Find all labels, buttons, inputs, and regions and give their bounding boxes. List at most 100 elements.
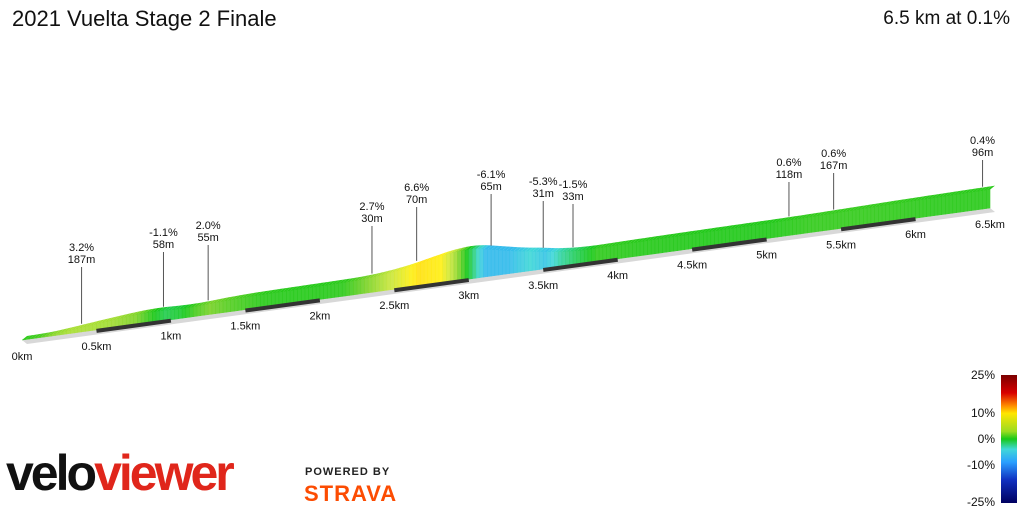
- profile-top-segment: [345, 277, 355, 283]
- profile-segment: [844, 210, 849, 229]
- profile-segment: [568, 250, 574, 266]
- profile-segment: [624, 243, 630, 259]
- profile-segment: [259, 294, 265, 308]
- profile-top-segment: [546, 247, 556, 253]
- profile-segment: [252, 295, 257, 309]
- profile-top-segment: [252, 291, 262, 297]
- profile-segment: [479, 248, 484, 278]
- profile-top-segment: [494, 245, 504, 251]
- profile-top-segment: [375, 271, 385, 277]
- profile-segment: [784, 220, 790, 237]
- logo-viewer-text: viewer: [94, 445, 235, 501]
- profile-segment: [863, 207, 868, 226]
- profile-top-segment: [141, 309, 150, 315]
- profile-top-segment: [40, 332, 50, 337]
- x-tick-label: 3km: [458, 290, 479, 302]
- profile-segment: [762, 223, 767, 240]
- profile-segment: [904, 201, 909, 221]
- annotation-grade: 6.6%: [404, 182, 429, 194]
- profile-segment: [494, 249, 499, 276]
- profile-top-segment: [833, 208, 843, 214]
- profile-top-segment: [878, 201, 888, 207]
- profile-segment: [271, 292, 276, 307]
- profile-segment: [341, 282, 347, 297]
- profile-segment: [952, 194, 957, 214]
- profile-top-segment: [468, 245, 478, 250]
- annotation-grade: 0.6%: [776, 157, 801, 169]
- profile-top-segment: [937, 192, 947, 198]
- annotation-grade: 2.7%: [359, 201, 384, 213]
- profile-segment: [293, 289, 298, 304]
- profile-top-segment: [796, 214, 806, 220]
- profile-top-segment: [956, 190, 966, 195]
- profile-top-segment: [625, 239, 634, 245]
- distance-band: [394, 278, 470, 293]
- profile-top-segment: [286, 286, 296, 292]
- gradient-color-scale: [1001, 375, 1017, 503]
- profile-top-segment: [680, 231, 690, 236]
- profile-segment: [945, 195, 950, 215]
- profile-top-segment: [96, 319, 106, 325]
- profile-top-segment: [111, 315, 121, 321]
- profile-top-segment: [729, 224, 739, 230]
- profile-top-segment: [342, 278, 351, 284]
- profile-segment: [137, 313, 142, 325]
- profile-top-segment: [137, 310, 147, 315]
- profile-top-segment: [621, 240, 631, 245]
- profile-top-segment: [438, 251, 448, 258]
- profile-top-segment: [297, 285, 307, 290]
- profile-segment: [796, 218, 801, 235]
- profile-top-segment: [539, 247, 549, 252]
- profile-top-segment: [59, 328, 68, 334]
- profile-segment: [755, 224, 760, 241]
- profile-top-segment: [226, 296, 236, 301]
- profile-segment: [129, 315, 134, 326]
- profile-top-segment: [963, 188, 973, 194]
- profile-top-segment: [736, 223, 746, 228]
- profile-top-segment: [848, 206, 858, 212]
- profile-segment: [286, 290, 291, 305]
- profile-segment: [364, 278, 369, 294]
- veloviewer-logo: veloviewer: [6, 445, 235, 501]
- profile-segment: [810, 216, 816, 233]
- profile-top-segment: [774, 218, 783, 223]
- profile-top-segment: [837, 208, 847, 213]
- profile-top-segment: [509, 247, 519, 252]
- profile-top-segment: [748, 221, 757, 227]
- profile-segment: [833, 212, 838, 230]
- profile-segment: [207, 303, 213, 315]
- profile-top-segment: [401, 264, 411, 270]
- profile-top-segment: [647, 236, 657, 241]
- profile-segment: [326, 284, 332, 299]
- profile-segment: [386, 272, 391, 291]
- annotation-distance: 55m: [197, 232, 218, 244]
- profile-top-segment: [398, 265, 407, 271]
- profile-segment: [241, 297, 246, 311]
- profile-segment: [982, 189, 987, 210]
- profile-segment: [892, 203, 898, 222]
- annotation-distance: 65m: [480, 181, 501, 193]
- profile-segment: [870, 206, 875, 225]
- gradient-scale-label: 25%: [970, 368, 995, 382]
- profile-top-segment: [29, 334, 39, 339]
- profile-top-segment: [855, 205, 865, 211]
- profile-top-segment: [900, 198, 910, 204]
- profile-top-segment: [613, 241, 623, 246]
- profile-segment: [561, 251, 566, 267]
- profile-top-segment: [777, 217, 787, 223]
- profile-top-segment: [409, 262, 418, 268]
- profile-segment: [963, 192, 968, 212]
- profile-segment: [524, 251, 529, 272]
- profile-segment: [606, 246, 611, 261]
- profile-top-segment: [707, 227, 716, 233]
- profile-segment: [345, 281, 350, 297]
- profile-top-segment: [115, 314, 124, 320]
- profile-top-segment: [264, 290, 273, 295]
- profile-segment: [423, 260, 429, 286]
- profile-top-segment: [126, 312, 135, 318]
- profile-segment: [449, 252, 455, 282]
- profile-top-segment: [502, 246, 511, 251]
- profile-segment: [483, 248, 488, 278]
- profile-top-segment: [952, 190, 962, 196]
- annotation-distance: 70m: [406, 194, 427, 206]
